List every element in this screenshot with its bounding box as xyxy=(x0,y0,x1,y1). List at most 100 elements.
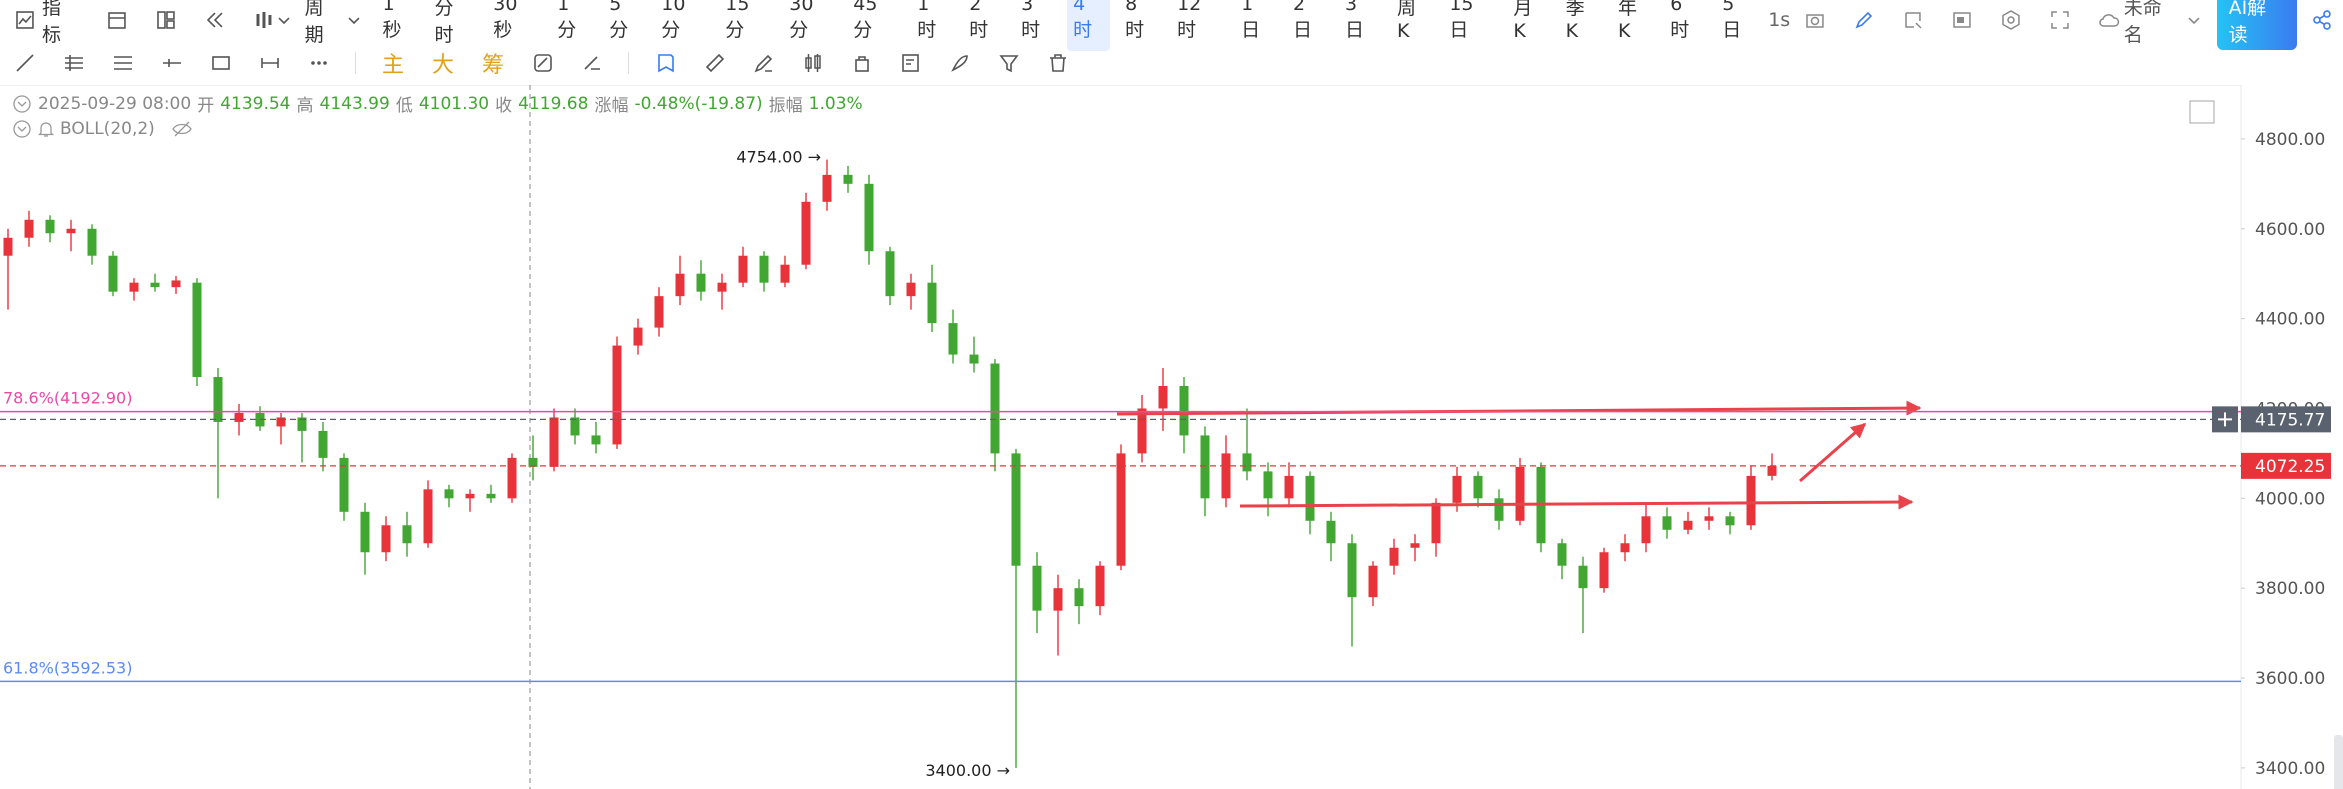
magnet-tool[interactable] xyxy=(532,52,554,74)
candle-body xyxy=(675,273,685,297)
icon[interactable] xyxy=(2049,9,2071,31)
label: 高 xyxy=(296,96,314,116)
indicator-name[interactable]: BOLL(20,2) xyxy=(60,119,155,139)
candle-body xyxy=(1263,471,1273,499)
candle-body xyxy=(1368,565,1378,598)
ruler-tool[interactable] xyxy=(704,52,726,74)
icon[interactable] xyxy=(2187,9,2201,31)
interval-button[interactable]: 3日 xyxy=(1345,0,1365,41)
delete-tool[interactable] xyxy=(1047,52,1069,74)
interval-button[interactable]: 1日 xyxy=(1241,0,1261,41)
interval-button[interactable]: 5分 xyxy=(609,0,629,41)
value: 4143.99 xyxy=(319,93,390,114)
candle-body xyxy=(1473,475,1483,499)
interval-button[interactable]: 10分 xyxy=(661,0,686,41)
hide-icon[interactable] xyxy=(171,120,193,138)
candle-body xyxy=(1767,465,1777,476)
candle-body xyxy=(1704,516,1714,521)
candle-body xyxy=(213,377,223,422)
interval-button[interactable]: 月K xyxy=(1513,0,1533,42)
collapse-icon[interactable] xyxy=(12,119,32,139)
interval-button[interactable]: 2日 xyxy=(1293,0,1313,41)
interval-button[interactable]: 8时 xyxy=(1125,0,1145,41)
pen-tool[interactable] xyxy=(753,52,775,74)
filter-tool[interactable] xyxy=(998,52,1020,74)
drawn-arrow[interactable] xyxy=(1799,422,1867,483)
interval-button[interactable]: 5日 xyxy=(1722,0,1742,41)
icon[interactable] xyxy=(1951,9,1973,31)
interval-button[interactable]: 30分 xyxy=(789,0,814,41)
main-tool[interactable]: 主 xyxy=(382,53,405,78)
period-button[interactable]: 周期 xyxy=(304,0,324,46)
candle-body xyxy=(927,282,937,324)
fib-tool[interactable] xyxy=(112,52,134,74)
ai-button[interactable]: AI解读 xyxy=(2216,0,2298,50)
candle-body xyxy=(591,435,601,445)
interval-button[interactable]: 1秒 xyxy=(382,0,402,41)
large-tool[interactable]: 大 xyxy=(432,53,455,78)
expand-button[interactable] xyxy=(2189,100,2215,124)
candle-body xyxy=(549,417,559,467)
interval-button[interactable]: 6时 xyxy=(1670,0,1690,41)
ohlc-info: 2025-09-29 08:00 开 4139.54 高 4143.99 低 4101… xyxy=(12,91,863,116)
candle-tool[interactable] xyxy=(802,52,824,74)
alert-icon[interactable] xyxy=(38,120,54,138)
y-tick-label: 3600.00 xyxy=(2255,669,2325,689)
interval-button[interactable]: 年K xyxy=(1617,0,1637,42)
label-tool[interactable] xyxy=(655,52,677,74)
interval-button[interactable]: 15日 xyxy=(1449,0,1474,41)
eraser-tool[interactable] xyxy=(581,52,603,74)
icon[interactable] xyxy=(2000,9,2022,31)
interval-button[interactable]: 1时 xyxy=(917,0,937,41)
icon[interactable] xyxy=(277,9,291,31)
icon[interactable] xyxy=(204,9,226,31)
chips-tool[interactable]: 筹 xyxy=(482,53,505,78)
line-tool[interactable] xyxy=(14,52,36,74)
interval-button[interactable]: 周K xyxy=(1396,0,1416,42)
interval-button[interactable]: 4时 xyxy=(1067,0,1111,51)
icon[interactable] xyxy=(155,9,177,31)
candle-body xyxy=(1284,475,1294,499)
icon[interactable] xyxy=(2098,9,2120,31)
indicator-info: BOLL(20,2) xyxy=(12,119,193,139)
indicator-button[interactable]: 指标 xyxy=(41,0,61,46)
candle-body xyxy=(570,417,580,436)
interval-button[interactable]: 季K xyxy=(1565,0,1585,42)
layout-name[interactable]: 未命名 xyxy=(2123,0,2162,46)
interval-button[interactable]: 30秒 xyxy=(493,0,518,41)
interval-button[interactable]: 2时 xyxy=(969,0,989,41)
collapse-icon[interactable] xyxy=(12,94,32,114)
channel-tool[interactable] xyxy=(63,52,85,74)
more-tool[interactable] xyxy=(308,52,330,74)
interval-button[interactable]: 1分 xyxy=(557,0,577,41)
interval-button[interactable]: 45分 xyxy=(853,0,878,41)
icon[interactable] xyxy=(2311,9,2333,31)
candle-body xyxy=(3,237,13,256)
icon[interactable] xyxy=(347,9,361,31)
candle-body xyxy=(360,511,370,553)
range-tool[interactable] xyxy=(259,52,281,74)
value: 4119.68 xyxy=(518,93,589,114)
candle-body xyxy=(1053,588,1063,611)
lock-tool[interactable] xyxy=(851,52,873,74)
interval-button[interactable]: 15分 xyxy=(725,0,750,41)
drawn-arrow[interactable] xyxy=(1239,494,1914,510)
rect-tool[interactable] xyxy=(210,52,232,74)
side-tab[interactable] xyxy=(2334,735,2343,789)
hline-tool[interactable] xyxy=(161,52,183,74)
interval-button[interactable]: 12时 xyxy=(1177,0,1202,41)
interval-button[interactable]: 分时 xyxy=(434,0,454,46)
icon xyxy=(16,11,34,29)
icon[interactable] xyxy=(106,9,128,31)
candle-body xyxy=(1095,565,1105,607)
icon[interactable] xyxy=(253,9,275,31)
icon[interactable] xyxy=(1853,9,1875,31)
icon[interactable] xyxy=(1902,9,1924,31)
brush-tool[interactable] xyxy=(949,52,971,74)
interval-button[interactable]: 3时 xyxy=(1021,0,1041,41)
icon[interactable] xyxy=(1804,9,1826,31)
value: 4139.54 xyxy=(220,93,291,114)
refresh-rate[interactable]: 1s xyxy=(1768,9,1791,31)
divider xyxy=(628,52,630,74)
note-tool[interactable] xyxy=(900,52,922,74)
